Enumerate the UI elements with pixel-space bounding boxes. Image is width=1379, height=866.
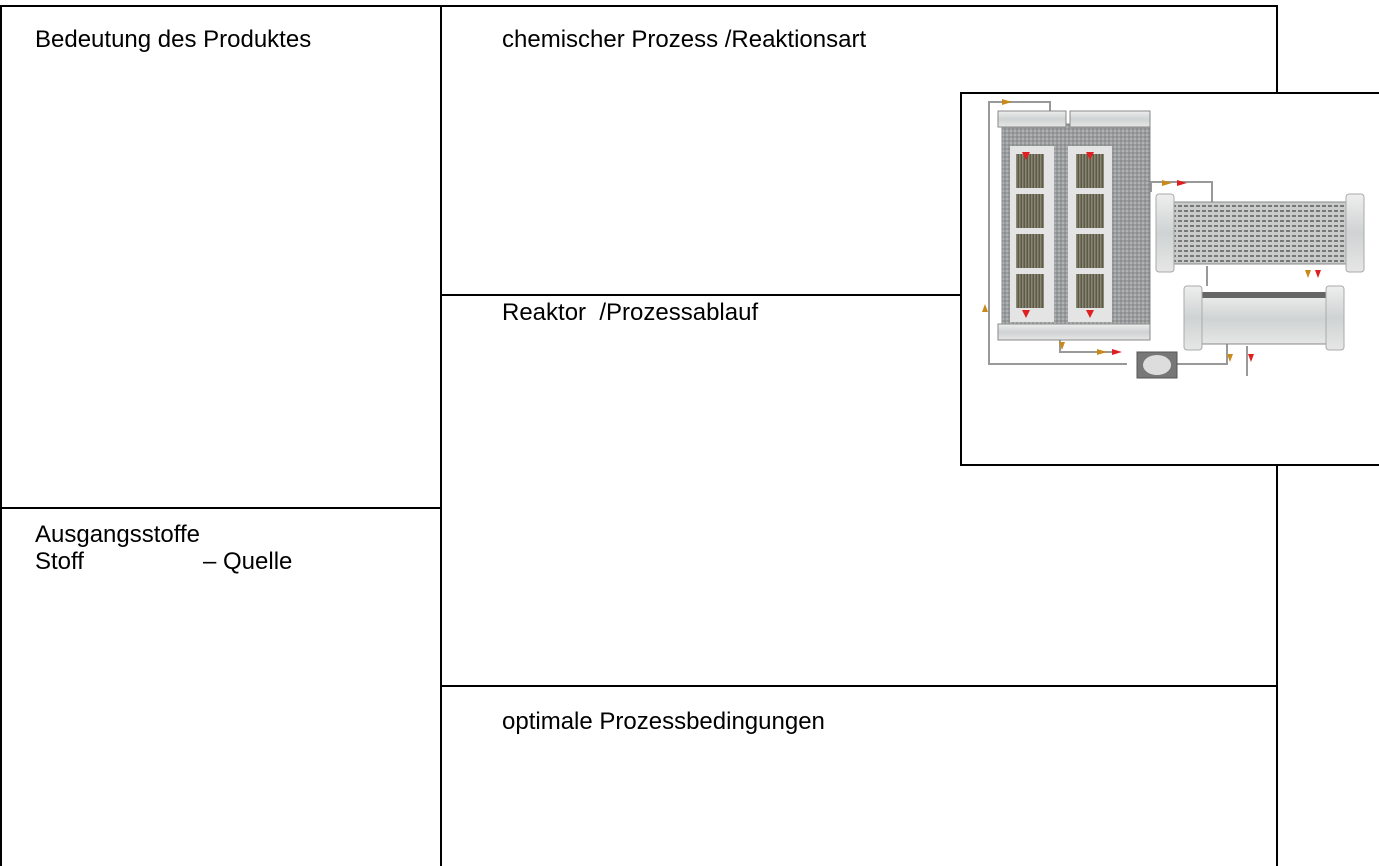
column-label: – Quelle — [203, 548, 293, 575]
column-divider — [440, 5, 442, 866]
flow-arrows — [1022, 152, 1321, 362]
row-divider — [441, 294, 961, 296]
reactor-cap — [1069, 110, 1151, 128]
border-left — [0, 5, 2, 866]
cell-title: chemischer Prozess /Reaktionsart — [502, 26, 867, 53]
condenser — [1183, 285, 1345, 351]
heat-exchanger — [1155, 193, 1365, 273]
pipes — [988, 101, 1248, 376]
cell-title: optimale Prozessbedingungen — [502, 708, 825, 735]
reactor-cap — [997, 110, 1067, 128]
column-label: Stoff — [35, 548, 84, 575]
row-divider — [441, 685, 1277, 687]
row-divider — [0, 507, 441, 509]
reactor-diagram — [960, 92, 1379, 466]
cell-title: Ausgangsstoffe — [35, 521, 201, 548]
pump — [1136, 351, 1178, 379]
flow-arrows — [982, 99, 1311, 362]
reactor-base — [997, 323, 1151, 341]
cell-title: Reaktor /Prozessablauf — [502, 299, 759, 326]
border-top — [0, 5, 1278, 7]
cell-title: Bedeutung des Produktes — [35, 26, 312, 53]
catalyst-beds — [1010, 146, 1112, 322]
